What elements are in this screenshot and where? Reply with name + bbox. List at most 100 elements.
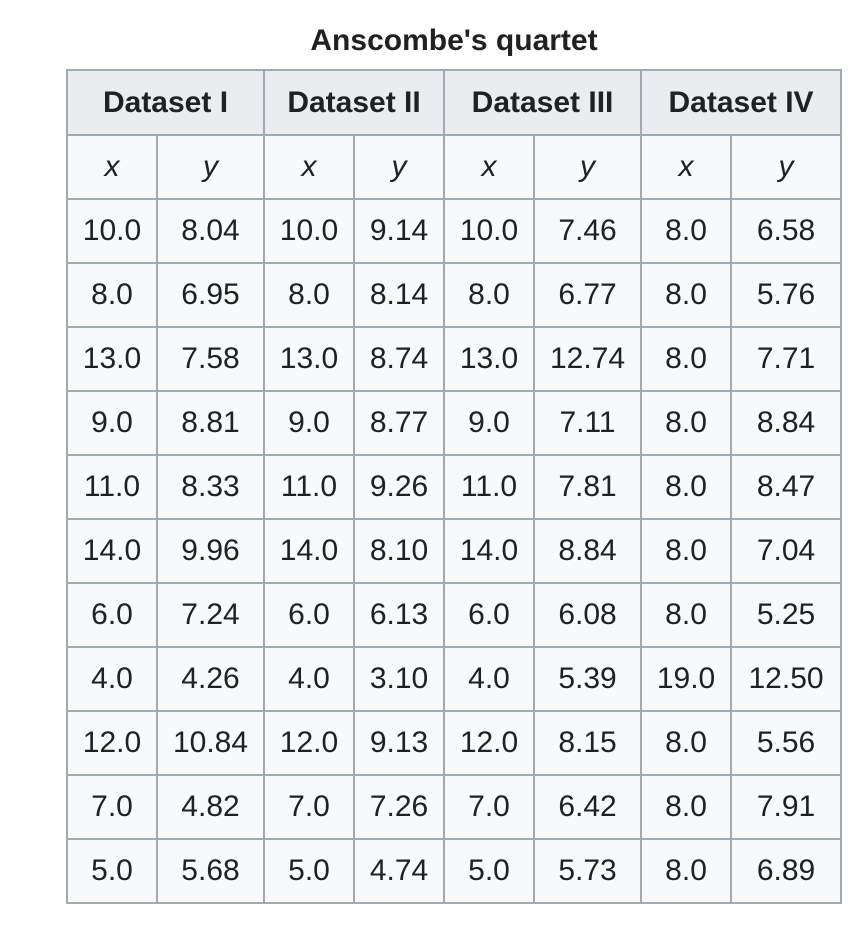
y-value-cell: 12.50 bbox=[730, 646, 843, 712]
x-value-cell: 7.0 bbox=[443, 774, 536, 840]
dataset-header: Dataset IV bbox=[640, 69, 843, 136]
y-value-cell: 9.13 bbox=[352, 710, 446, 776]
x-value-cell: 9.0 bbox=[263, 390, 355, 456]
x-column-header: x bbox=[640, 134, 733, 200]
y-value-cell: 7.26 bbox=[352, 774, 446, 840]
y-value-cell: 7.81 bbox=[533, 454, 643, 520]
x-value-cell: 13.0 bbox=[443, 326, 536, 392]
y-value-cell: 5.73 bbox=[533, 838, 643, 904]
y-value-cell: 8.74 bbox=[352, 326, 446, 392]
y-value-cell: 8.84 bbox=[730, 390, 843, 456]
table-row: 9.0 8.81 9.0 8.77 9.0 7.11 8.0 8.84 bbox=[66, 390, 843, 456]
x-value-cell: 19.0 bbox=[640, 646, 733, 712]
y-value-cell: 8.15 bbox=[533, 710, 643, 776]
y-value-cell: 9.96 bbox=[156, 518, 265, 584]
x-value-cell: 8.0 bbox=[640, 710, 733, 776]
y-value-cell: 4.26 bbox=[156, 646, 265, 712]
x-value-cell: 10.0 bbox=[263, 198, 355, 264]
dataset-header-row: Dataset I Dataset II Dataset III Dataset… bbox=[66, 69, 843, 136]
x-value-cell: 12.0 bbox=[443, 710, 536, 776]
x-value-cell: 8.0 bbox=[640, 838, 733, 904]
y-value-cell: 7.24 bbox=[156, 582, 265, 648]
x-value-cell: 8.0 bbox=[66, 262, 158, 328]
x-value-cell: 12.0 bbox=[66, 710, 158, 776]
y-value-cell: 4.74 bbox=[352, 838, 446, 904]
table-row: 7.0 4.82 7.0 7.26 7.0 6.42 8.0 7.91 bbox=[66, 774, 843, 840]
x-value-cell: 8.0 bbox=[640, 198, 733, 264]
x-value-cell: 8.0 bbox=[640, 454, 733, 520]
x-value-cell: 11.0 bbox=[263, 454, 355, 520]
y-value-cell: 12.74 bbox=[533, 326, 643, 392]
y-value-cell: 5.39 bbox=[533, 646, 643, 712]
x-value-cell: 6.0 bbox=[263, 582, 355, 648]
dataset-header: Dataset III bbox=[443, 69, 643, 136]
y-value-cell: 10.84 bbox=[156, 710, 265, 776]
table-body: 10.0 8.04 10.0 9.14 10.0 7.46 8.0 6.58 8.0 6.95 8.… bbox=[66, 198, 843, 904]
y-value-cell: 8.04 bbox=[156, 198, 265, 264]
x-value-cell: 4.0 bbox=[443, 646, 536, 712]
y-value-cell: 7.91 bbox=[730, 774, 843, 840]
x-value-cell: 8.0 bbox=[263, 262, 355, 328]
y-value-cell: 9.14 bbox=[352, 198, 446, 264]
y-value-cell: 7.71 bbox=[730, 326, 843, 392]
y-value-cell: 5.68 bbox=[156, 838, 265, 904]
dataset-header: Dataset I bbox=[66, 69, 265, 136]
y-value-cell: 6.42 bbox=[533, 774, 643, 840]
y-value-cell: 7.58 bbox=[156, 326, 265, 392]
x-value-cell: 8.0 bbox=[640, 390, 733, 456]
x-column-header: x bbox=[443, 134, 536, 200]
anscombe-table: Dataset I Dataset II Dataset III Dataset… bbox=[66, 69, 843, 904]
x-value-cell: 5.0 bbox=[443, 838, 536, 904]
y-value-cell: 6.58 bbox=[730, 198, 843, 264]
table-row: 12.0 10.84 12.0 9.13 12.0 8.15 8.0 5.56 bbox=[66, 710, 843, 776]
x-value-cell: 13.0 bbox=[263, 326, 355, 392]
y-value-cell: 6.95 bbox=[156, 262, 265, 328]
y-value-cell: 6.77 bbox=[533, 262, 643, 328]
y-value-cell: 3.10 bbox=[352, 646, 446, 712]
y-value-cell: 5.76 bbox=[730, 262, 843, 328]
x-value-cell: 8.0 bbox=[640, 582, 733, 648]
x-column-header: x bbox=[263, 134, 355, 200]
x-value-cell: 13.0 bbox=[66, 326, 158, 392]
y-value-cell: 6.08 bbox=[533, 582, 643, 648]
x-value-cell: 14.0 bbox=[66, 518, 158, 584]
x-value-cell: 8.0 bbox=[443, 262, 536, 328]
x-value-cell: 5.0 bbox=[263, 838, 355, 904]
y-value-cell: 7.46 bbox=[533, 198, 643, 264]
table-row: 11.0 8.33 11.0 9.26 11.0 7.81 8.0 8.47 bbox=[66, 454, 843, 520]
y-value-cell: 6.13 bbox=[352, 582, 446, 648]
x-column-header: x bbox=[66, 134, 158, 200]
x-value-cell: 4.0 bbox=[66, 646, 158, 712]
x-value-cell: 8.0 bbox=[640, 518, 733, 584]
y-value-cell: 4.82 bbox=[156, 774, 265, 840]
y-value-cell: 8.77 bbox=[352, 390, 446, 456]
x-value-cell: 6.0 bbox=[443, 582, 536, 648]
y-value-cell: 7.11 bbox=[533, 390, 643, 456]
table-row: 8.0 6.95 8.0 8.14 8.0 6.77 8.0 5.76 bbox=[66, 262, 843, 328]
table-row: 4.0 4.26 4.0 3.10 4.0 5.39 19.0 12.50 bbox=[66, 646, 843, 712]
x-value-cell: 10.0 bbox=[443, 198, 536, 264]
y-column-header: y bbox=[730, 134, 843, 200]
x-value-cell: 8.0 bbox=[640, 774, 733, 840]
table-row: 14.0 9.96 14.0 8.10 14.0 8.84 8.0 7.04 bbox=[66, 518, 843, 584]
x-value-cell: 7.0 bbox=[66, 774, 158, 840]
x-value-cell: 7.0 bbox=[263, 774, 355, 840]
table-row: 6.0 7.24 6.0 6.13 6.0 6.08 8.0 5.25 bbox=[66, 582, 843, 648]
y-value-cell: 9.26 bbox=[352, 454, 446, 520]
x-value-cell: 10.0 bbox=[66, 198, 158, 264]
x-value-cell: 9.0 bbox=[66, 390, 158, 456]
table-caption: Anscombe's quartet bbox=[310, 24, 598, 57]
x-value-cell: 11.0 bbox=[443, 454, 536, 520]
y-column-header: y bbox=[533, 134, 643, 200]
y-value-cell: 8.84 bbox=[533, 518, 643, 584]
x-value-cell: 14.0 bbox=[263, 518, 355, 584]
dataset-header: Dataset II bbox=[262, 69, 446, 136]
y-value-cell: 8.10 bbox=[352, 518, 446, 584]
variable-header-row: x y x y x y x y bbox=[66, 134, 843, 200]
x-value-cell: 11.0 bbox=[66, 454, 158, 520]
x-value-cell: 9.0 bbox=[443, 390, 536, 456]
y-value-cell: 5.25 bbox=[730, 582, 843, 648]
x-value-cell: 4.0 bbox=[263, 646, 355, 712]
y-value-cell: 8.33 bbox=[156, 454, 265, 520]
y-column-header: y bbox=[352, 134, 446, 200]
